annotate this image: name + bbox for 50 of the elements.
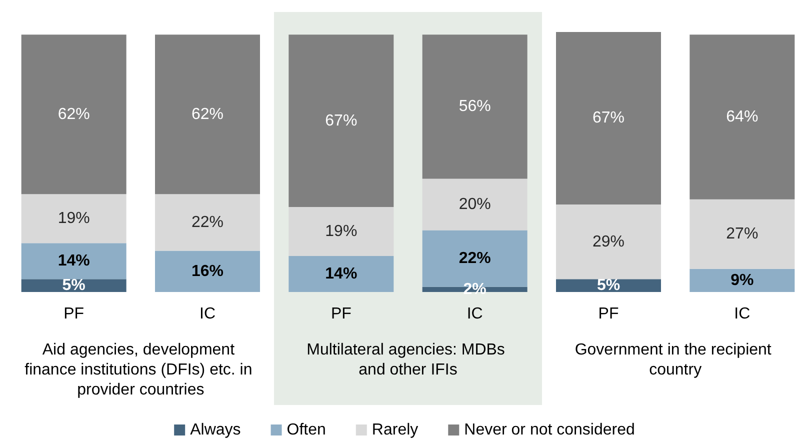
bar xyxy=(155,34,260,194)
data-label: 5% xyxy=(596,277,620,294)
bar xyxy=(690,199,795,269)
data-label: 62% xyxy=(58,106,90,123)
data-label: 9% xyxy=(730,272,754,289)
bar xyxy=(690,268,795,292)
data-label: 22% xyxy=(458,250,491,268)
data-label: 62% xyxy=(191,106,224,123)
bar xyxy=(21,194,126,244)
bar xyxy=(422,178,528,230)
bar xyxy=(288,34,394,208)
data-label: 67% xyxy=(325,112,358,130)
x-tick-label: PF xyxy=(330,306,352,322)
legend-label: Rarely xyxy=(372,422,418,438)
x-tick-label: IC xyxy=(734,306,750,322)
bar xyxy=(690,34,795,200)
data-label: 19% xyxy=(325,223,358,240)
data-label: 64% xyxy=(726,108,758,126)
x-tick-label: PF xyxy=(64,306,84,322)
bar xyxy=(21,243,126,280)
bar xyxy=(155,250,260,292)
data-label: 14% xyxy=(58,252,90,270)
data-label: 56% xyxy=(458,98,491,116)
data-label: 29% xyxy=(592,233,625,250)
bar xyxy=(556,32,661,204)
legend-label: Never or not considered xyxy=(464,422,635,438)
data-label: 27% xyxy=(726,226,758,243)
bar xyxy=(422,34,528,179)
legend-label: Often xyxy=(286,422,326,438)
x-tick-label: PF xyxy=(598,306,619,322)
text: Aid agencies, development finance institutions (DFIs) etc. in provider countries xyxy=(24,342,257,398)
bar xyxy=(556,204,661,280)
bar xyxy=(21,279,126,292)
bar xyxy=(288,207,394,256)
bar xyxy=(556,279,661,292)
data-label: 19% xyxy=(58,210,90,228)
data-label: 67% xyxy=(592,110,625,127)
data-label: 20% xyxy=(458,196,491,213)
data-label: 5% xyxy=(62,277,86,294)
bar xyxy=(21,34,126,194)
bar xyxy=(288,256,394,292)
x-tick-label: IC xyxy=(200,306,216,322)
legend-label: Always xyxy=(190,422,241,438)
text: Multilateral agencies: MDBs and other IFIs xyxy=(306,342,510,378)
data-label: 14% xyxy=(325,265,358,282)
data-label: 22% xyxy=(191,214,224,231)
data-label: 16% xyxy=(191,262,224,280)
x-tick-label: IC xyxy=(466,306,483,322)
bar xyxy=(155,194,260,251)
text: Government in the recipient country xyxy=(574,342,776,378)
